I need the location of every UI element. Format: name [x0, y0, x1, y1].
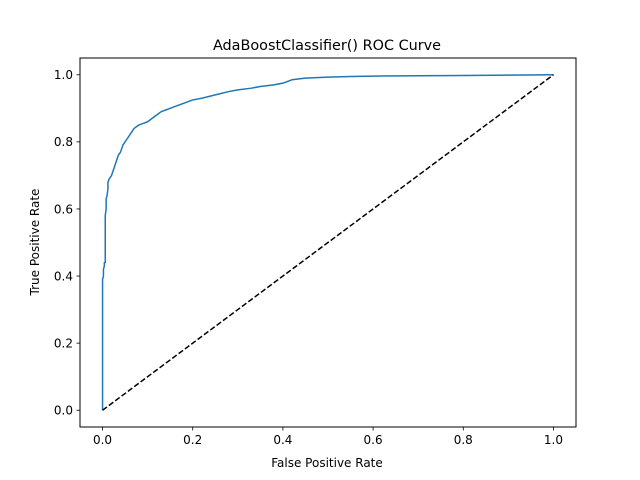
x-tick-label: 0.0 [93, 433, 112, 447]
chance-diagonal-line [102, 74, 554, 411]
y-tick-label: 0.8 [54, 135, 73, 149]
chart-title: AdaBoostClassifier() ROC Curve [213, 38, 441, 54]
roc-curve-line [101, 74, 554, 411]
y-axis-ticks: 0.0 0.2 0.4 0.6 0.8 1.0 [54, 68, 80, 418]
y-tick-label: 0.2 [54, 336, 73, 350]
y-tick-label: 0.6 [54, 202, 73, 216]
y-tick-label: 0.4 [54, 269, 73, 283]
x-tick-label: 0.6 [364, 433, 383, 447]
axes-frame [79, 57, 577, 428]
x-tick-label: 0.4 [273, 433, 292, 447]
x-tick-label: 1.0 [544, 433, 563, 447]
x-axis-label: False Positive Rate [271, 456, 383, 470]
x-tick-label: 0.2 [183, 433, 202, 447]
x-axis-ticks: 0.0 0.2 0.4 0.6 0.8 1.0 [93, 427, 563, 447]
x-tick-label: 0.8 [454, 433, 473, 447]
plot-area [101, 74, 554, 411]
y-tick-label: 0.0 [54, 404, 73, 418]
y-tick-label: 1.0 [54, 68, 73, 82]
y-axis-label: True Positive Rate [28, 189, 42, 297]
